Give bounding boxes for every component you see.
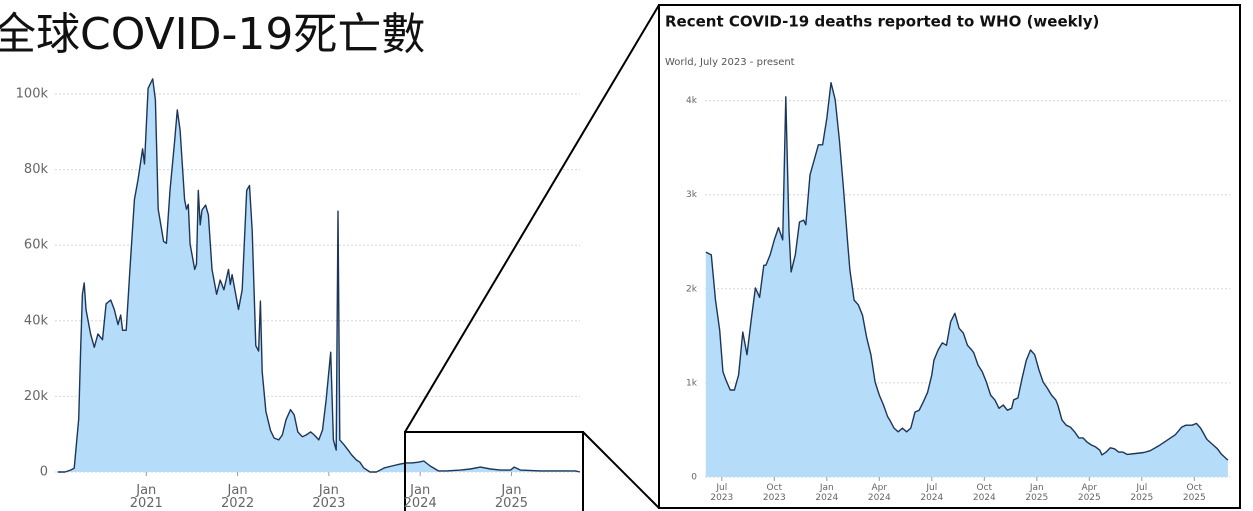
x-tick-label: Jan 2022 [221, 483, 255, 511]
y-tick-label: 0 [691, 473, 697, 483]
x-tick-label: Jan 2025 [1025, 483, 1049, 503]
x-tick-label: Jul 2023 [710, 483, 734, 503]
x-tick-label: Jan 2025 [494, 483, 528, 511]
line [57, 78, 581, 473]
y-tick-label: 60k [24, 238, 49, 253]
x-tick-label: Oct 2023 [762, 483, 786, 503]
x-tick-label: Apr 2025 [1077, 483, 1101, 503]
x-tick-label: Jan 2024 [403, 483, 437, 511]
line [705, 82, 1229, 461]
x-tick-label: Apr 2024 [867, 483, 891, 503]
y-tick-label: 4k [686, 96, 698, 106]
y-tick-label: 1k [686, 378, 698, 388]
y-tick-label: 3k [686, 190, 698, 200]
zoom-box [404, 431, 584, 511]
x-tick-label: Jul 2025 [1130, 483, 1154, 503]
x-tick-label: Jan 2024 [815, 483, 839, 503]
area [705, 82, 1228, 477]
x-tick-label: Jan 2023 [312, 483, 346, 511]
y-tick-label: 100k [16, 87, 49, 102]
zoom-connector [582, 431, 660, 509]
y-tick-label: 20k [24, 389, 49, 404]
y-tick-label: 80k [24, 162, 49, 177]
area [57, 78, 580, 473]
y-tick-label: 40k [24, 313, 49, 328]
x-tick-label: Jul 2024 [920, 483, 944, 503]
y-tick-label: 2k [686, 284, 698, 294]
chart-title: 全球COVID-19死亡數 [0, 9, 425, 60]
x-tick-label: Oct 2024 [972, 483, 996, 503]
inset-title: Recent COVID-19 deaths reported to WHO (… [665, 13, 1099, 31]
y-tick-label: 0 [40, 465, 48, 480]
inset-subtitle: World, July 2023 - present [665, 57, 795, 68]
zoom-connector [404, 4, 660, 433]
x-tick-label: Oct 2025 [1182, 483, 1206, 503]
x-tick-label: Jan 2021 [129, 483, 163, 511]
